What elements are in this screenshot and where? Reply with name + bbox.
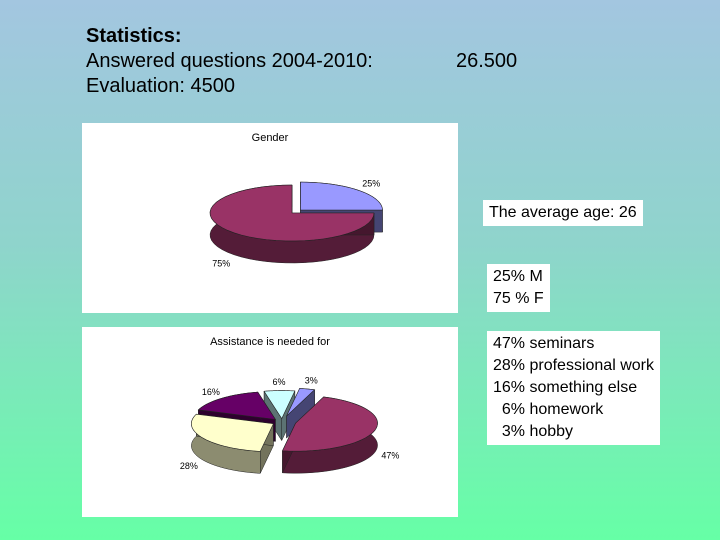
pie-slice-seminars bbox=[281, 396, 378, 474]
gender-summary-box: 25% M 75 % F bbox=[487, 264, 550, 312]
average-age-box: The average age: 26 bbox=[483, 200, 643, 226]
gender-chart-panel: Gender 25% 75% bbox=[82, 123, 458, 313]
chart-title: Assistance is needed for bbox=[210, 336, 330, 348]
data-label: 25% bbox=[362, 179, 380, 189]
data-label: 28% bbox=[180, 461, 198, 471]
chart-title: Gender bbox=[252, 132, 289, 144]
answered-questions-label: Answered questions 2004-2010: bbox=[86, 50, 373, 72]
gender-line-f: 75 % F bbox=[493, 290, 544, 307]
assistance-line: 6% homework bbox=[493, 401, 604, 418]
data-label: 16% bbox=[202, 387, 220, 397]
assistance-line: 47% seminars bbox=[493, 335, 595, 352]
assistance-summary-box: 47% seminars 28% professional work 16% s… bbox=[487, 331, 660, 445]
assistance-pie-chart: Assistance is needed for 6% 3% 16% 47% 28% bbox=[180, 336, 399, 474]
data-label: 6% bbox=[272, 377, 285, 387]
assistance-line: 3% hobby bbox=[493, 423, 574, 440]
data-label: 3% bbox=[305, 376, 318, 386]
gender-line-m: 25% M bbox=[493, 268, 543, 285]
assistance-line: 16% something else bbox=[493, 379, 638, 396]
pie-slice-professional-work bbox=[191, 413, 274, 474]
data-label: 75% bbox=[212, 258, 230, 268]
pie-slice-F bbox=[209, 184, 375, 264]
data-label: 47% bbox=[381, 451, 399, 461]
assistance-line: 28% professional work bbox=[493, 357, 654, 374]
answered-questions-value: 26.500 bbox=[456, 50, 518, 72]
gender-pie-chart: Gender 25% 75% bbox=[209, 132, 383, 268]
assistance-chart-panel: Assistance is needed for 6% 3% 16% 47% 28% bbox=[82, 327, 458, 517]
statistics-title: Statistics: bbox=[86, 25, 182, 47]
evaluation-text: Evaluation: 4500 bbox=[86, 75, 236, 97]
statistics-header: Statistics: Answered questions 2004-2010… bbox=[86, 24, 517, 99]
